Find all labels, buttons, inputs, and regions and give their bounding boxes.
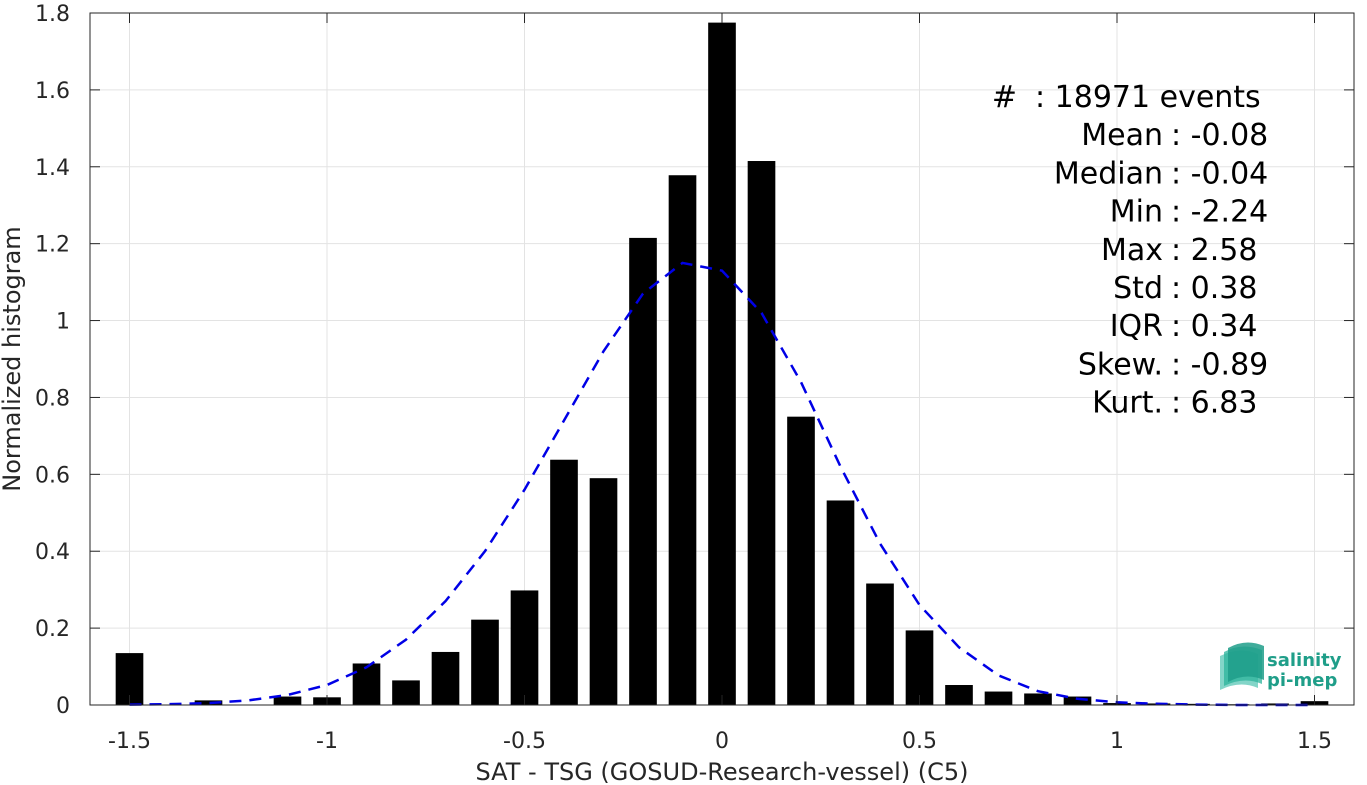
logo-line-1: salinity — [1267, 650, 1342, 671]
y-tick-labels: 0 0.2 0.4 0.6 0.8 1 1.2 1.4 1.6 1.8 — [35, 2, 70, 719]
stat-label: Max — [1101, 233, 1163, 268]
stat-value: : -0.08 — [1171, 118, 1268, 153]
stat-value: : -0.89 — [1171, 347, 1268, 382]
stat-value: : -0.04 — [1171, 156, 1268, 191]
x-tick-label: 1 — [1110, 729, 1124, 754]
y-tick-label: 0.4 — [35, 540, 70, 565]
stat-label: Kurt. — [1092, 386, 1163, 421]
histogram-bar — [1261, 703, 1289, 705]
x-tick-labels: -1.5 -1 -0.5 0 0.5 1 1.5 — [108, 729, 1332, 754]
histogram-bars — [115, 22, 1329, 706]
y-tick-label: 1.6 — [35, 79, 70, 104]
histogram-bar — [945, 685, 973, 705]
y-tick-label: 1.2 — [35, 233, 70, 258]
histogram-bar — [905, 630, 934, 705]
histogram-bar — [668, 175, 697, 706]
stat-label: Std — [1113, 271, 1163, 306]
histogram-bar — [866, 583, 894, 705]
stat-value: : 2.58 — [1171, 233, 1257, 268]
stat-label: Min — [1110, 195, 1163, 230]
y-tick-label: 0.2 — [35, 617, 70, 642]
x-tick-label: 0.5 — [902, 729, 937, 754]
histogram-bar — [194, 700, 223, 705]
wave-logo-icon — [1220, 642, 1264, 690]
histogram-bar — [352, 663, 381, 705]
histogram-bar — [708, 22, 736, 706]
y-tick-label: 0.6 — [35, 463, 70, 488]
axis-ticks — [90, 12, 1354, 706]
histogram-bar — [629, 237, 657, 705]
histogram-bar — [747, 161, 776, 705]
x-axis-label: SAT - TSG (GOSUD-Research-vessel) (C5) — [476, 758, 969, 785]
stat-label: # — [992, 80, 1017, 115]
x-tick-label: -0.5 — [503, 729, 546, 754]
stat-value: : 0.38 — [1171, 271, 1257, 306]
histogram-bar — [1063, 696, 1092, 705]
y-tick-label: 0.8 — [35, 386, 70, 411]
y-axis-label: Normalized histogram — [0, 226, 26, 491]
logo-line-2: pi-mep — [1267, 670, 1337, 691]
x-tick-label: -1.5 — [108, 729, 151, 754]
y-tick-label: 1.4 — [35, 156, 70, 181]
histogram-bar — [1024, 693, 1052, 705]
histogram-bar — [550, 459, 578, 705]
histogram-bar — [392, 680, 420, 705]
y-tick-label: 0 — [56, 694, 70, 719]
histogram-bar — [826, 500, 855, 705]
y-tick-label: 1 — [56, 310, 70, 335]
histogram-bar — [471, 619, 499, 705]
x-tick-label: 0 — [715, 729, 729, 754]
stat-label: Skew. — [1078, 347, 1163, 382]
x-tick-label: 1.5 — [1297, 729, 1332, 754]
histogram-bar — [273, 696, 302, 705]
salinity-pi-mep-logo: salinity pi-mep — [1220, 642, 1342, 691]
x-tick-label: -1 — [316, 729, 338, 754]
stat-value: : 0.34 — [1171, 309, 1257, 344]
stat-label: Mean — [1081, 118, 1163, 153]
histogram-bar — [787, 416, 815, 705]
stat-label: IQR — [1110, 309, 1163, 344]
stat-value: : -2.24 — [1171, 195, 1268, 230]
histogram-bar — [510, 590, 539, 705]
histogram-bar — [984, 691, 1013, 705]
stat-value: : 6.83 — [1171, 386, 1257, 421]
histogram-bar — [589, 478, 618, 705]
histogram-bar — [431, 651, 460, 705]
stat-value: : 18971 events — [1035, 80, 1261, 115]
y-tick-label: 1.8 — [35, 2, 70, 27]
stat-label: Median — [1054, 156, 1163, 191]
